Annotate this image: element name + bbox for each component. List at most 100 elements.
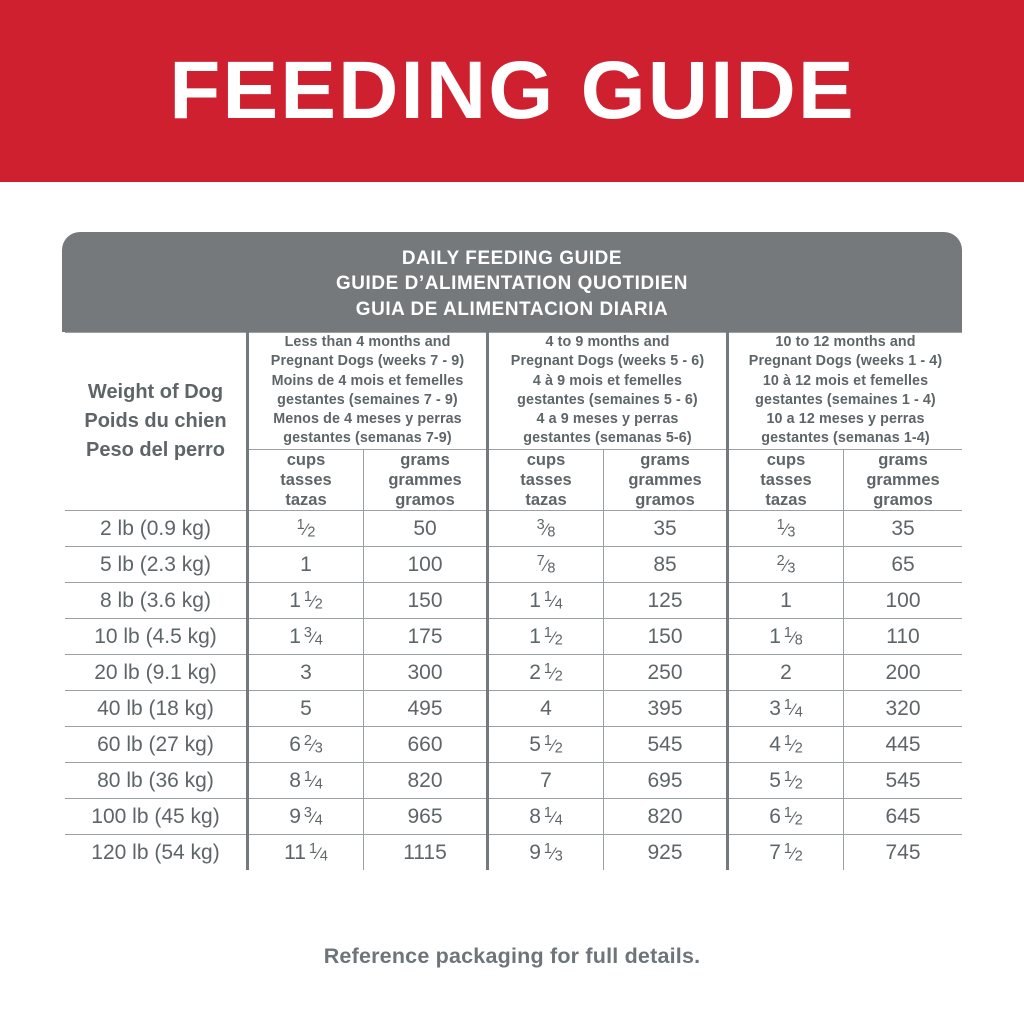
fraction: 1⁄3 — [543, 840, 563, 865]
grams-cell: 300 — [363, 653, 488, 691]
cups-cell: 3 1⁄4 — [726, 689, 844, 727]
group1-line0: 4 to 9 months and — [545, 334, 670, 351]
unit-cups-en-1: cups — [526, 450, 566, 469]
fraction: 3⁄4 — [303, 804, 323, 829]
grams-cell: 320 — [843, 689, 962, 727]
fraction: 1⁄2 — [543, 732, 563, 757]
whole-number: 6 — [769, 804, 781, 828]
group-header-4-to-9-months: 4 to 9 months and Pregnant Dogs (weeks 5… — [486, 332, 728, 450]
fraction: 1⁄2 — [303, 588, 323, 613]
weight-cell: 5 lb (2.3 kg) — [65, 545, 248, 583]
grams-cell: 1115 — [363, 833, 488, 870]
whole-number: 1 — [289, 624, 301, 648]
fraction: 1⁄4 — [783, 696, 803, 721]
cups-cell: 7 1⁄2 — [726, 833, 844, 870]
fraction: 1⁄2 — [783, 732, 803, 757]
unit-grams-fr-0: grammes — [388, 470, 462, 489]
grams-cell: 200 — [843, 653, 962, 691]
grams-cell: 965 — [363, 797, 488, 835]
cups-cell: 1 1⁄8 — [726, 617, 844, 655]
grams-cell: 745 — [843, 833, 962, 870]
whole-number: 4 — [769, 732, 781, 756]
unit-grams-es-1: gramos — [635, 490, 695, 509]
cups-cell: 2 — [726, 653, 844, 691]
weight-header-line-fr: Poids du chien — [84, 409, 227, 432]
card-title-fr: GUIDE D’ALIMENTATION QUOTIDIEN — [336, 272, 688, 295]
group0-line5: gestantes (semanas 7-9) — [283, 430, 452, 447]
unit-grams-es-2: gramos — [873, 490, 933, 509]
group-header-row: Weight of Dog Poids du chien Peso del pe… — [65, 332, 962, 511]
grams-cell: 395 — [603, 689, 728, 727]
group-header-10-to-12-months: 10 to 12 months and Pregnant Dogs (weeks… — [726, 332, 962, 450]
grams-cell: 150 — [363, 581, 488, 619]
grams-cell: 250 — [603, 653, 728, 691]
cups-cell: 7 — [486, 761, 604, 799]
grams-cell: 100 — [843, 581, 962, 619]
cups-cell: 6 2⁄3 — [246, 725, 364, 763]
cups-cell: 2⁄3 — [726, 545, 844, 583]
cups-cell: 5 — [246, 689, 364, 727]
grams-cell: 150 — [603, 617, 728, 655]
fraction: 1⁄2 — [783, 840, 803, 865]
fraction: 1⁄2 — [296, 516, 316, 541]
unit-cups-fr-2: tasses — [760, 470, 812, 489]
table-row: 8 lb (3.6 kg) 1 1⁄2 150 1 1⁄4 125 1 100 — [65, 581, 962, 619]
fraction: 2⁄3 — [303, 732, 323, 757]
table-body: 2 lb (0.9 kg) 1⁄2 50 3⁄8 35 1⁄3 35 5 lb (2.3 kg… — [65, 509, 962, 870]
unit-cups-es-2: tazas — [765, 490, 807, 509]
unit-cups-fr-1: tasses — [520, 470, 572, 489]
grams-cell: 545 — [843, 761, 962, 799]
group2-line2: 10 à 12 mois et femelles — [762, 372, 929, 389]
group0-line0: Less than 4 months and — [284, 334, 451, 351]
fraction: 1⁄2 — [543, 624, 563, 649]
grams-cell: 50 — [363, 509, 488, 547]
table-row: 40 lb (18 kg) 5 495 4 395 3 1⁄4 320 — [65, 689, 962, 727]
fraction: 1⁄2 — [543, 660, 563, 685]
unit-header-grams-1: grams grammes gramos — [603, 448, 728, 511]
table-row: 60 lb (27 kg) 6 2⁄3 660 5 1⁄2 545 4 1⁄2 445 — [65, 725, 962, 763]
cups-cell: 8 1⁄4 — [486, 797, 604, 835]
cups-cell: 8 1⁄4 — [246, 761, 364, 799]
whole-number: 6 — [289, 732, 301, 756]
cups-cell: 9 1⁄3 — [486, 833, 604, 870]
grams-cell: 925 — [603, 833, 728, 870]
unit-header-cups-1: cups tasses tazas — [486, 448, 604, 511]
cups-cell: 4 — [486, 689, 604, 727]
cups-cell: 1 — [246, 545, 364, 583]
fraction: 1⁄8 — [783, 624, 803, 649]
weight-cell: 60 lb (27 kg) — [65, 725, 248, 763]
cups-cell: 5 1⁄2 — [726, 761, 844, 799]
feeding-guide-banner: FEEDING GUIDE — [0, 0, 1024, 182]
grams-cell: 100 — [363, 545, 488, 583]
group0-line3: gestantes (semaines 7 - 9) — [277, 391, 458, 408]
table-row: 20 lb (9.1 kg) 3 300 2 1⁄2 250 2 200 — [65, 653, 962, 691]
grams-cell: 660 — [363, 725, 488, 763]
weight-cell: 2 lb (0.9 kg) — [65, 509, 248, 547]
card-header: DAILY FEEDING GUIDE GUIDE D’ALIMENTATION… — [62, 232, 962, 333]
grams-cell: 35 — [603, 509, 728, 547]
group0-line2: Moins de 4 mois et femelles — [271, 372, 464, 389]
unit-grams-es-0: gramos — [395, 490, 455, 509]
fraction: 1⁄4 — [303, 768, 323, 793]
group2-line1: Pregnant Dogs (weeks 1 - 4) — [748, 353, 943, 370]
unit-grams-fr-2: grammes — [866, 470, 940, 489]
group1-line5: gestantes (semanas 5-6) — [523, 430, 692, 447]
weight-header-line-es: Peso del perro — [86, 438, 225, 461]
cups-cell: 3 — [246, 653, 364, 691]
group1-line2: 4 à 9 mois et femelles — [532, 372, 683, 389]
cups-cell: 5 1⁄2 — [486, 725, 604, 763]
whole-number: 9 — [289, 804, 301, 828]
fraction: 1⁄4 — [308, 840, 328, 865]
grams-cell: 445 — [843, 725, 962, 763]
whole-number: 3 — [300, 660, 312, 684]
table-row: 80 lb (36 kg) 8 1⁄4 820 7 695 5 1⁄2 545 — [65, 761, 962, 799]
grams-cell: 175 — [363, 617, 488, 655]
cups-cell: 11 1⁄4 — [246, 833, 364, 870]
fraction: 1⁄4 — [543, 804, 563, 829]
weight-cell: 100 lb (45 kg) — [65, 797, 248, 835]
group2-line4: 10 a 12 meses y perras — [766, 411, 925, 428]
unit-header-row: cups tasses tazas grams grammes gramos c… — [65, 448, 962, 511]
daily-feeding-guide-card: DAILY FEEDING GUIDE GUIDE D’ALIMENTATION… — [62, 232, 965, 873]
grams-cell: 820 — [603, 797, 728, 835]
